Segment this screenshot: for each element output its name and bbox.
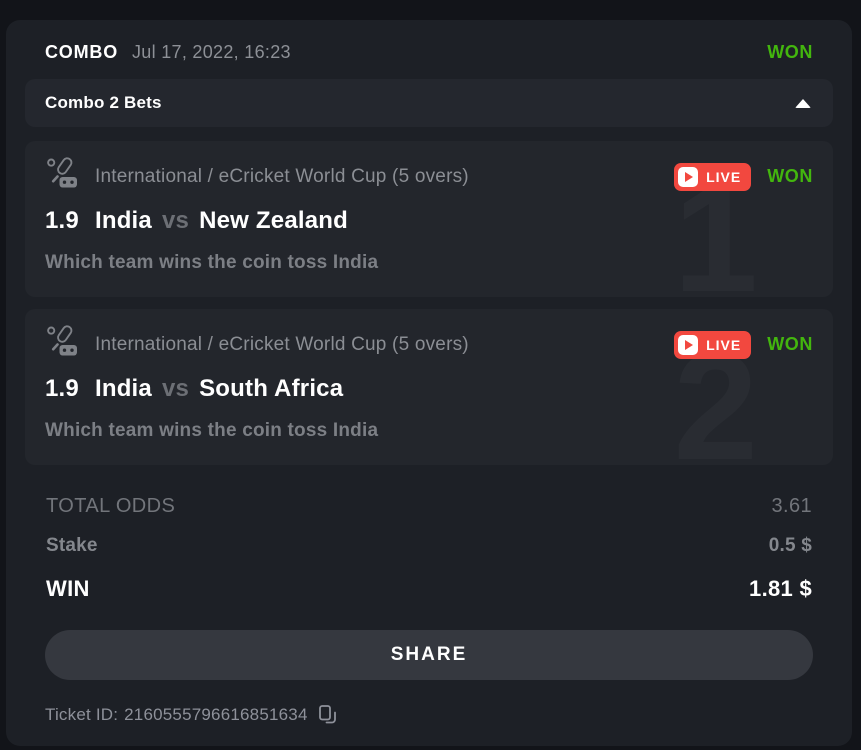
bet-status-badge: WON [767,166,813,186]
combo-group-toggle[interactable]: Combo 2 Bets [25,79,833,127]
bet-odds: 1.9 [45,207,79,234]
bet-market-selection: Which team wins the coin toss India [45,420,379,441]
win-value: 1.81 $ [749,576,812,601]
team-away: New Zealand [199,207,349,234]
live-badge: LIVE [674,162,752,191]
bet-status-badge: WON [767,334,813,354]
total-odds-value: 3.61 [771,495,812,517]
ecricket-icon [45,157,81,194]
win-label: WIN [46,576,90,601]
bet-odds: 1.9 [45,375,79,402]
share-button[interactable]: SHARE [45,630,813,680]
stake-value: 0.5 $ [768,535,812,556]
bet-type-label: COMBO [45,42,118,62]
bet-market-selection: Which team wins the coin toss India [45,252,379,273]
combo-group-label: Combo 2 Bets [45,93,162,112]
ticket-id-label: Ticket ID: [45,704,119,724]
ticket-summary: TOTAL ODDS 3.61 Stake 0.5 $ WIN 1.81 $ [25,477,833,602]
team-home: India [94,375,152,402]
team-away: South Africa [199,375,344,402]
play-icon [678,334,699,355]
live-badge: LIVE [674,330,752,359]
ticket-status-badge: WON [767,42,813,62]
ticket-datetime: Jul 17, 2022, 16:23 [132,42,291,62]
stake-label: Stake [46,535,98,556]
ticket-footer: Ticket ID: 2160555796616851634 [45,704,813,725]
play-icon [678,166,699,187]
league-breadcrumb: International / eCricket World Cup (5 ov… [95,165,469,187]
league-breadcrumb: International / eCricket World Cup (5 ov… [95,333,469,355]
ticket-header: COMBO Jul 17, 2022, 16:23 WON [25,34,833,79]
team-home: India [94,207,152,234]
copy-icon[interactable] [318,704,337,725]
vs-separator: vs [161,207,190,234]
bet-card-1: 1 International / eCricket World Cup (5 … [25,141,833,297]
total-odds-label: TOTAL ODDS [46,495,176,517]
ecricket-icon [45,325,81,362]
ticket-id-value: 2160555796616851634 [124,704,308,724]
bet-ticket-card: COMBO Jul 17, 2022, 16:23 WON Combo 2 Be… [6,20,852,746]
bet-card-2: 2 International / eCricket World Cup (5 … [25,309,833,465]
chevron-up-icon[interactable] [795,98,811,108]
vs-separator: vs [161,375,190,402]
